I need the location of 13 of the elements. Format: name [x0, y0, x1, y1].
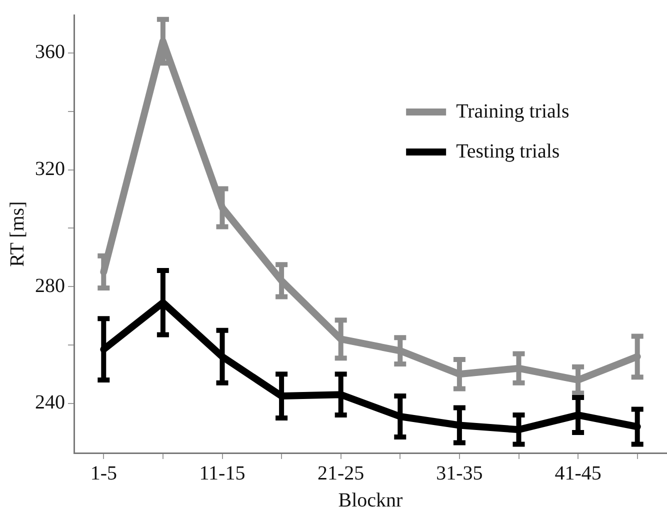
x-tick-label: 21-25 [318, 462, 364, 484]
x-tick-label: 41-45 [554, 462, 602, 484]
y-tick-label: 240 [35, 392, 65, 414]
x-axis-title: Blocknr [338, 489, 404, 512]
x-tick-label: 31-35 [436, 462, 483, 484]
x-tick-label: 1-5 [90, 462, 117, 484]
y-tick-label: 320 [35, 158, 65, 180]
x-tick-label: 11-15 [199, 462, 246, 484]
y-tick-label: 360 [35, 41, 65, 64]
legend-label: Testing trials [456, 140, 560, 162]
legend-label: Training trials [456, 100, 570, 122]
y-axis-title: RT [ms] [6, 201, 28, 267]
y-tick-label: 280 [35, 274, 65, 297]
